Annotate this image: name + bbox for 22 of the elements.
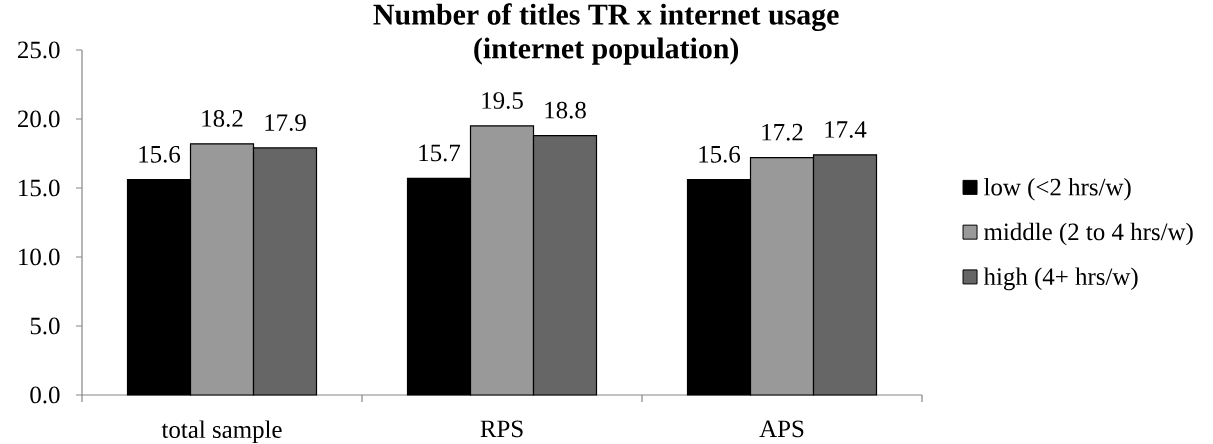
data-label: 17.2 bbox=[762, 123, 803, 141]
y-tick-label: 0.0 bbox=[30, 386, 60, 404]
data-label: 18.2 bbox=[202, 109, 243, 127]
data-label: 17.4 bbox=[825, 121, 867, 138]
y-tick-label: 20.0 bbox=[18, 110, 60, 128]
data-label: 15.7 bbox=[419, 144, 461, 162]
chart-title: Number of titles TR x internet usage (internet population) bbox=[373, 3, 839, 65]
legend-label: low (<2 hrs/w) bbox=[984, 178, 1131, 201]
data-label: 17.9 bbox=[265, 114, 306, 132]
y-tick-label: 15.0 bbox=[19, 179, 60, 197]
x-tick-label: APS bbox=[759, 420, 804, 438]
data-label: 19.5 bbox=[482, 92, 523, 109]
x-tick-label: RPS bbox=[480, 420, 523, 438]
x-tick-label: total sample bbox=[161, 420, 282, 444]
y-tick-label: 5.0 bbox=[30, 317, 60, 335]
y-tick-label: 25.0 bbox=[18, 41, 60, 59]
y-tick-label: 10.0 bbox=[19, 248, 60, 266]
data-label: 15.6 bbox=[139, 145, 181, 163]
legend-label: high (4+ hrs/w) bbox=[983, 267, 1138, 291]
data-label: 15.6 bbox=[699, 145, 741, 163]
data-label: 18.8 bbox=[545, 101, 586, 119]
legend-label: middle (2 to 4 hrs/w) bbox=[984, 222, 1193, 246]
